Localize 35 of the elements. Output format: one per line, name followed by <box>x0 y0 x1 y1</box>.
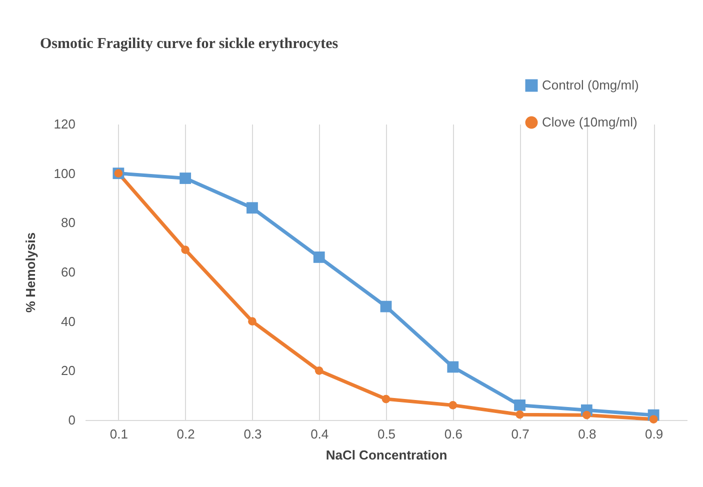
point <box>514 400 526 411</box>
point <box>380 300 392 312</box>
y-tick-label: 80 <box>61 215 76 230</box>
point <box>649 415 658 424</box>
point <box>448 401 458 410</box>
legend-label: Clove (10mg/ml) <box>542 114 638 130</box>
point <box>447 361 459 373</box>
point <box>314 366 324 375</box>
x-tick-label: 0.6 <box>444 426 462 442</box>
y-tick-label: 0 <box>68 412 76 428</box>
point <box>180 172 192 184</box>
y-tick-label: 40 <box>61 314 76 329</box>
legend-label: Control (0mg/ml) <box>542 78 639 92</box>
point <box>382 394 390 404</box>
point <box>248 317 256 326</box>
chart-title: Osmotic Fragility curve for sickle erythrocytes <box>40 36 338 52</box>
y-tick-label: 120 <box>54 116 76 132</box>
x-tick-label: 0.1 <box>110 426 128 442</box>
point <box>582 410 591 420</box>
x-tick-label: 0.7 <box>511 426 530 442</box>
y-tick-label: 20 <box>61 363 76 378</box>
y-tick-label: 60 <box>61 264 76 280</box>
y-tick-label: 100 <box>54 166 76 181</box>
x-tick-label: 0.9 <box>645 426 664 442</box>
x-tick-label: 0.2 <box>176 426 195 442</box>
point <box>516 410 524 419</box>
x-tick-label: 0.5 <box>377 426 396 442</box>
y-axis-title: % Hemolysis <box>22 232 38 313</box>
point <box>246 202 258 214</box>
x-tick-label: 0.4 <box>310 426 329 442</box>
point <box>181 246 190 254</box>
point <box>313 252 325 263</box>
x-tick-label: 0.8 <box>578 426 596 442</box>
x-tick-label: 0.3 <box>244 426 262 442</box>
x-axis-title: NaCl Concentration <box>326 448 448 462</box>
